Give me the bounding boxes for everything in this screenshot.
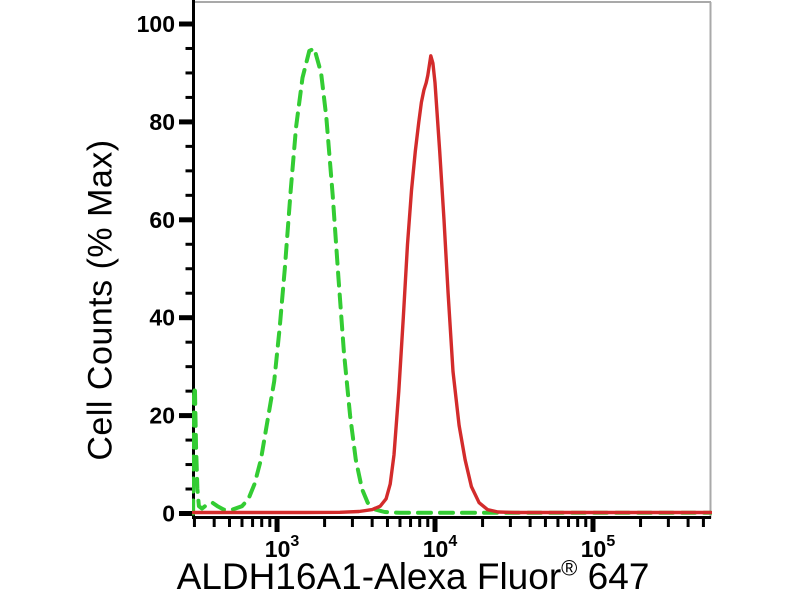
x-axis-title-main: ALDH16A1-Alexa Fluor — [176, 556, 562, 597]
y-tick-label: 20 — [149, 403, 175, 429]
red-solid-aldh16a1-stained-curve — [192, 54, 712, 515]
y-axis-title: Cell Counts (% Max) — [82, 139, 121, 460]
y-tick-label: 60 — [149, 207, 175, 233]
y-tick-label: 0 — [162, 501, 175, 527]
series-group — [192, 46, 712, 516]
y-tick-label: 80 — [149, 109, 175, 135]
tick-marks — [179, 21, 705, 532]
x-axis-title-suffix: 647 — [577, 556, 650, 597]
x-tick-label: 104 — [423, 533, 458, 562]
registered-trademark-symbol: ® — [561, 555, 578, 581]
x-axis-title: ALDH16A1-Alexa Fluor® 647 — [177, 556, 650, 598]
green-dashed-control-curve — [192, 46, 712, 516]
y-tick-label: 40 — [149, 305, 175, 331]
y-tick-label: 100 — [137, 11, 175, 37]
y-axis-title-text: Cell Counts (% Max) — [81, 139, 120, 461]
